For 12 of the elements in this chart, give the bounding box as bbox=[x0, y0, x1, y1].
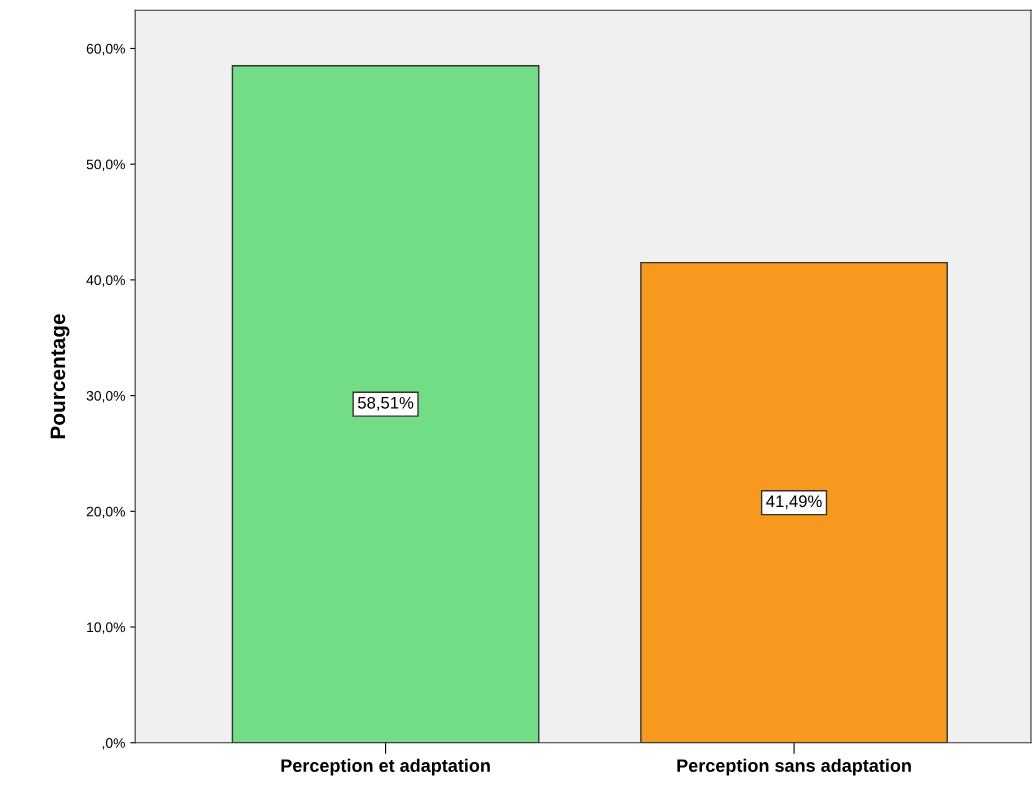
y-tick-label: 50,0% bbox=[86, 159, 125, 171]
y-tick-label: 20,0% bbox=[86, 506, 125, 519]
data-label: 58,51% bbox=[357, 396, 414, 411]
data-label: 41,49% bbox=[766, 495, 822, 510]
x-tick-label: Perception sans adaptation bbox=[677, 758, 911, 776]
y-tick-label: ,0% bbox=[102, 738, 125, 750]
y-axis-title: Pourcentage bbox=[50, 314, 70, 439]
y-tick-label: 30,0% bbox=[86, 390, 125, 403]
y-tick-label: 10,0% bbox=[87, 622, 125, 634]
y-tick-label: 40,0% bbox=[86, 275, 125, 287]
y-tick-label: 60,0% bbox=[86, 43, 125, 56]
x-tick-label: Perception et adaptation bbox=[281, 758, 490, 776]
